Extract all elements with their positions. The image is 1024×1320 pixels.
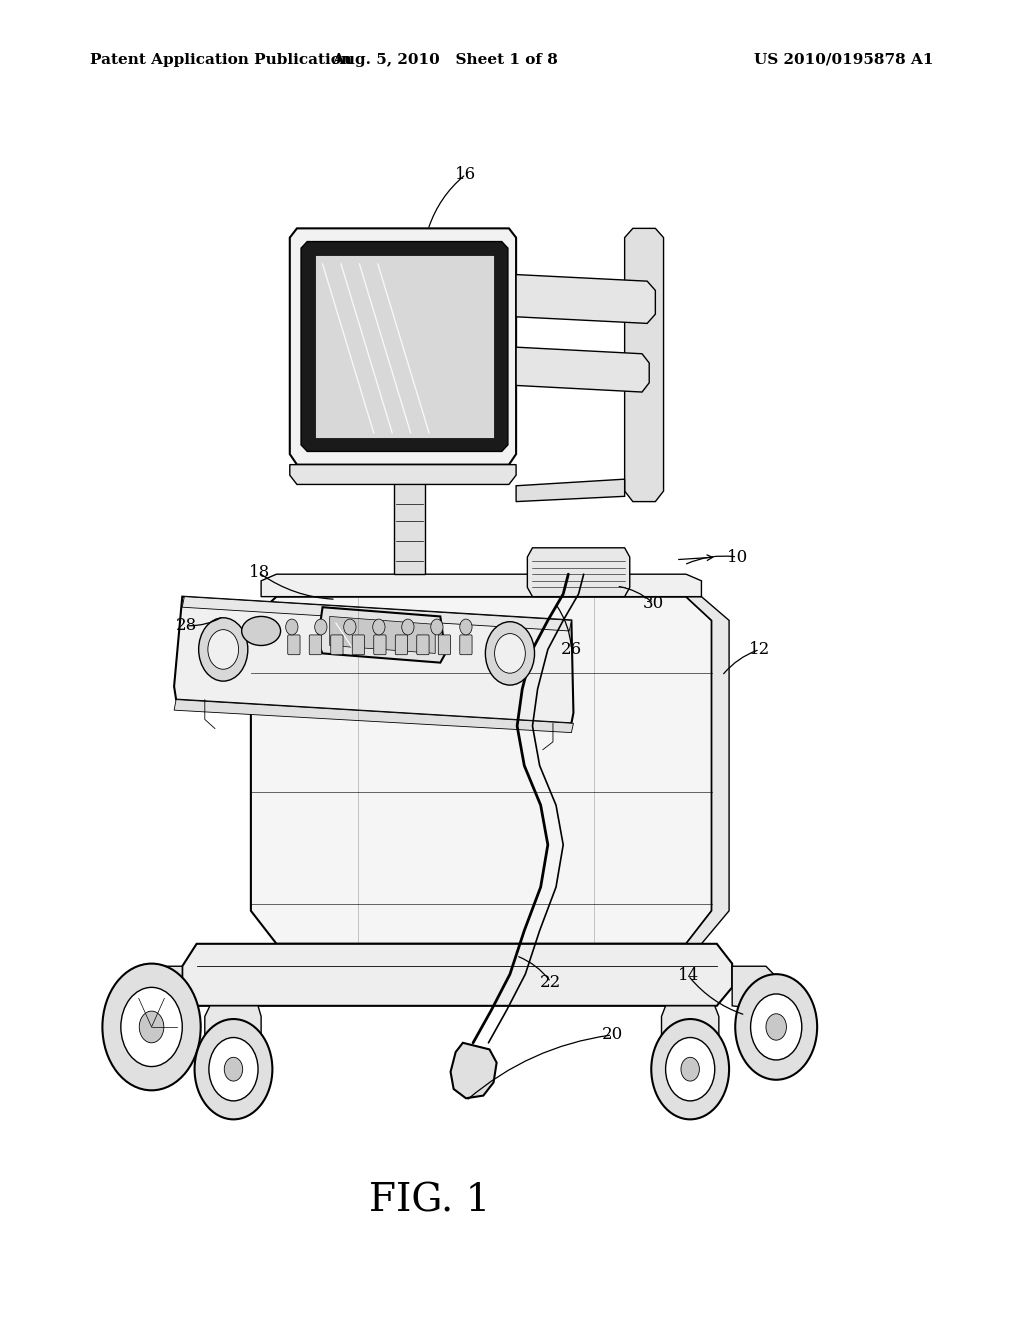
Polygon shape [625, 228, 664, 502]
Polygon shape [394, 482, 425, 574]
Circle shape [681, 1057, 699, 1081]
Circle shape [651, 1019, 729, 1119]
Text: 18: 18 [249, 565, 269, 581]
Polygon shape [251, 597, 712, 944]
Text: 28: 28 [176, 618, 197, 634]
Circle shape [139, 1011, 164, 1043]
Circle shape [373, 619, 385, 635]
Text: 26: 26 [561, 642, 582, 657]
Circle shape [431, 619, 443, 635]
Text: Aug. 5, 2010   Sheet 1 of 8: Aug. 5, 2010 Sheet 1 of 8 [333, 53, 558, 67]
Ellipse shape [242, 616, 281, 645]
Circle shape [195, 1019, 272, 1119]
FancyBboxPatch shape [331, 635, 343, 655]
Polygon shape [662, 1006, 719, 1063]
Circle shape [666, 1038, 715, 1101]
Polygon shape [174, 597, 573, 723]
FancyBboxPatch shape [438, 635, 451, 655]
Text: Patent Application Publication: Patent Application Publication [90, 53, 352, 67]
Circle shape [199, 618, 248, 681]
FancyBboxPatch shape [460, 635, 472, 655]
Polygon shape [138, 966, 182, 1010]
Polygon shape [516, 347, 649, 392]
Text: US 2010/0195878 A1: US 2010/0195878 A1 [755, 53, 934, 67]
Polygon shape [732, 966, 779, 1010]
Text: 30: 30 [643, 595, 664, 611]
Polygon shape [315, 255, 494, 438]
Polygon shape [290, 228, 516, 465]
Polygon shape [516, 275, 655, 323]
Polygon shape [205, 1006, 261, 1063]
Polygon shape [317, 607, 445, 663]
Circle shape [208, 630, 239, 669]
Circle shape [766, 1014, 786, 1040]
Circle shape [485, 622, 535, 685]
FancyBboxPatch shape [309, 635, 322, 655]
Polygon shape [182, 597, 571, 631]
Circle shape [314, 619, 327, 635]
Circle shape [735, 974, 817, 1080]
Polygon shape [330, 616, 435, 653]
Text: FIG. 1: FIG. 1 [370, 1183, 490, 1220]
Polygon shape [516, 479, 625, 502]
Circle shape [401, 619, 414, 635]
Circle shape [209, 1038, 258, 1101]
Circle shape [751, 994, 802, 1060]
Circle shape [344, 619, 356, 635]
Circle shape [286, 619, 298, 635]
Polygon shape [290, 465, 516, 484]
FancyBboxPatch shape [417, 635, 429, 655]
FancyBboxPatch shape [352, 635, 365, 655]
Polygon shape [182, 944, 732, 1006]
Circle shape [102, 964, 201, 1090]
Circle shape [460, 619, 472, 635]
Text: 16: 16 [456, 166, 476, 182]
Polygon shape [451, 1043, 497, 1098]
Text: 22: 22 [541, 974, 561, 990]
FancyBboxPatch shape [395, 635, 408, 655]
Polygon shape [174, 700, 573, 733]
Polygon shape [261, 574, 701, 597]
Polygon shape [301, 242, 508, 451]
Polygon shape [686, 597, 729, 944]
Text: 12: 12 [750, 642, 770, 657]
Text: 10: 10 [727, 549, 748, 565]
Circle shape [495, 634, 525, 673]
Polygon shape [527, 548, 630, 597]
Circle shape [224, 1057, 243, 1081]
Circle shape [121, 987, 182, 1067]
FancyBboxPatch shape [288, 635, 300, 655]
FancyBboxPatch shape [374, 635, 386, 655]
Text: 14: 14 [678, 968, 698, 983]
Text: 20: 20 [602, 1027, 623, 1043]
